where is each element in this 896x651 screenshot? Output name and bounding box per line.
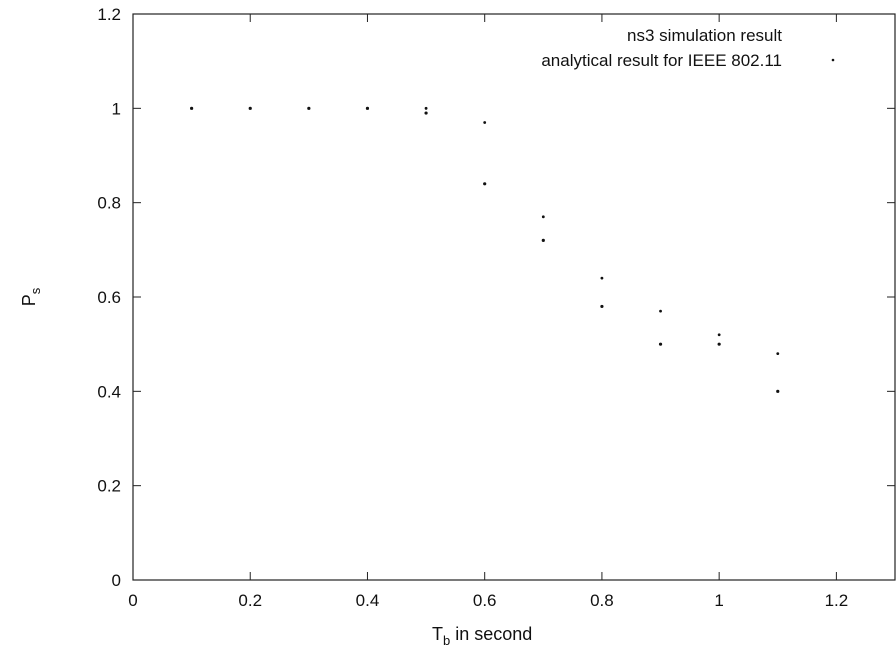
ns3-simulation-point bbox=[483, 121, 487, 124]
analytical-point bbox=[600, 304, 604, 309]
x-tick-label: 0 bbox=[128, 591, 137, 610]
legend-entry-analytical: analytical result for IEEE 802.11 bbox=[541, 51, 782, 70]
x-tick-label: 1.2 bbox=[825, 591, 849, 610]
plot-frame bbox=[132, 13, 896, 581]
legend-entry-ns3: ns3 simulation result bbox=[627, 26, 782, 45]
y-tick-label: 0.4 bbox=[97, 382, 121, 401]
tick-labels: 0 0.2 0.4 0.6 0.8 1 1.2 0 0.2 0.4 0.6 0.8 1 1.2 bbox=[97, 5, 848, 610]
ns3-simulation-point bbox=[424, 106, 428, 110]
y-tick-label: 0.2 bbox=[97, 477, 121, 496]
ns3-simulation-point bbox=[659, 309, 662, 313]
legend: ns3 simulation result analytical result … bbox=[541, 26, 835, 70]
x-tick-label: 1 bbox=[714, 591, 723, 610]
x-axis-label: Tb in second bbox=[432, 624, 532, 648]
x-tick-label: 0.8 bbox=[590, 591, 614, 610]
analytical-point bbox=[541, 238, 545, 242]
y-tick-label: 1.2 bbox=[97, 5, 121, 24]
legend-marker-analytical bbox=[831, 58, 835, 62]
analytical-point bbox=[248, 106, 252, 110]
ns3-simulation-point bbox=[776, 352, 780, 355]
ns3-simulation-point bbox=[717, 333, 721, 337]
y-tick-label: 0.6 bbox=[97, 288, 121, 307]
ns3-simulation-point bbox=[600, 276, 604, 280]
analytical-point bbox=[717, 342, 721, 346]
ns3-simulation-point bbox=[541, 215, 545, 219]
analytical-point bbox=[424, 111, 428, 115]
data-points bbox=[190, 106, 780, 393]
analytical-point bbox=[307, 106, 311, 110]
analytical-point bbox=[190, 106, 194, 110]
y-tick-label: 0.8 bbox=[97, 194, 121, 213]
y-axis-label: Ps bbox=[19, 287, 43, 306]
y-tick-label: 1 bbox=[112, 99, 121, 118]
analytical-point bbox=[365, 106, 370, 110]
axis-ticks bbox=[132, 13, 895, 581]
x-tick-label: 0.6 bbox=[473, 591, 497, 610]
x-tick-label: 0.2 bbox=[238, 591, 262, 610]
y-tick-label: 0 bbox=[112, 571, 121, 590]
x-tick-label: 0.4 bbox=[356, 591, 380, 610]
analytical-point bbox=[658, 342, 663, 346]
analytical-point bbox=[483, 182, 487, 186]
analytical-point bbox=[776, 389, 780, 393]
